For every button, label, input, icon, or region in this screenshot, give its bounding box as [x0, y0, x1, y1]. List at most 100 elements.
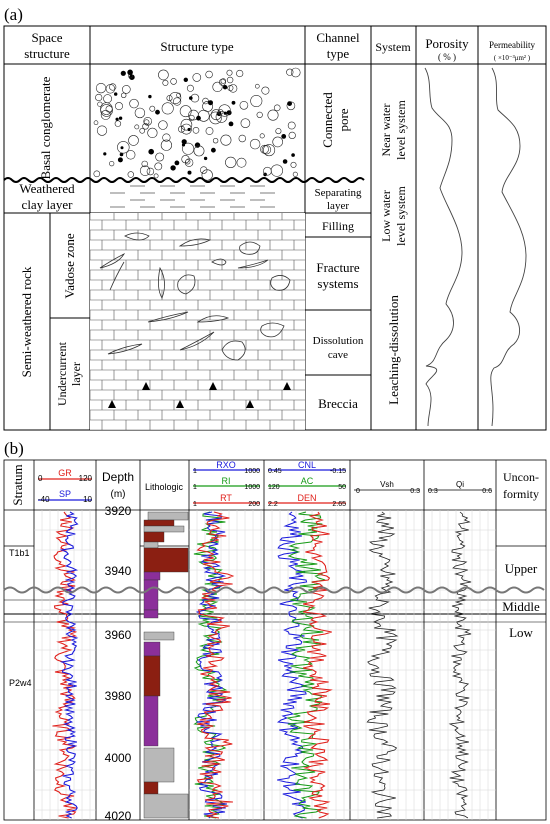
- vsh-max: 0.3: [410, 488, 420, 495]
- grain: [155, 109, 160, 115]
- pebble: [218, 78, 226, 86]
- rt-curve: [196, 511, 235, 819]
- grain: [115, 117, 119, 121]
- rt-label: RT: [220, 493, 232, 503]
- pebble: [270, 164, 284, 177]
- pebble: [205, 127, 214, 135]
- pebble: [147, 127, 158, 138]
- qi-label: Qi: [456, 480, 464, 489]
- rxo-max: 1000: [244, 468, 260, 475]
- channel-dissolution-2: cave: [328, 349, 348, 361]
- pebble: [184, 158, 194, 167]
- pebble: [197, 109, 210, 122]
- depth-tick-4020: 4020: [105, 809, 132, 823]
- qi-max: 0.6: [482, 488, 492, 495]
- grain: [228, 121, 234, 127]
- lithology-block: [143, 525, 185, 533]
- pebble: [178, 125, 185, 133]
- rt-max: 200: [248, 501, 260, 508]
- pebble: [95, 82, 107, 94]
- pebble: [117, 141, 130, 154]
- pebble: [220, 134, 232, 146]
- grain: [187, 170, 192, 175]
- zone-low: Low: [509, 625, 533, 640]
- pebble: [166, 95, 173, 102]
- channel-fracture-2: systems: [317, 276, 358, 291]
- system-near-water-1: Near water: [379, 104, 393, 157]
- grain: [203, 156, 208, 161]
- channel-connected-1: Connected: [320, 92, 335, 148]
- den-curve: [302, 511, 333, 819]
- breccia-triangle: [246, 400, 254, 408]
- grain: [114, 92, 118, 96]
- unconformity-wave-b: [3, 586, 545, 594]
- pebble: [182, 142, 195, 155]
- pebble: [97, 101, 103, 107]
- pebble: [139, 128, 145, 134]
- header-porosity-unit: ( % ): [438, 52, 456, 62]
- pebble: [103, 94, 112, 104]
- rxo-min: 1: [193, 468, 197, 475]
- pebble: [259, 133, 265, 139]
- pebble: [236, 69, 244, 78]
- panel-b-label: (b): [4, 439, 24, 458]
- pebble: [143, 119, 150, 125]
- pebble: [192, 73, 202, 82]
- pebble: [273, 104, 281, 112]
- panel-b-frame: [3, 459, 547, 821]
- pebble: [154, 162, 163, 171]
- lithology-block: [143, 747, 175, 783]
- gr-min: 0: [38, 474, 43, 483]
- pebble: [249, 138, 261, 150]
- breccia-triangle: [108, 400, 116, 408]
- grain: [231, 100, 236, 105]
- pebble: [158, 69, 169, 81]
- grain: [189, 96, 193, 100]
- pebble: [202, 97, 209, 105]
- den-max: 2.65: [332, 501, 346, 508]
- pebble: [254, 83, 260, 89]
- stratum-p2w4: P2w4: [9, 678, 32, 688]
- pebble: [146, 167, 155, 176]
- grain: [282, 159, 288, 164]
- header-space-structure-1: Space: [31, 30, 62, 45]
- cnl-max: -0.15: [330, 468, 346, 475]
- header-system: System: [375, 40, 411, 54]
- grain: [281, 134, 287, 139]
- row-semi-weathered-rock: Semi-weathered rock: [19, 266, 34, 377]
- pebble: [188, 109, 199, 121]
- pebble: [95, 93, 103, 102]
- cnl-curve: [276, 511, 308, 819]
- pebble: [96, 125, 108, 136]
- pebble: [162, 133, 171, 142]
- pebble: [93, 170, 101, 178]
- grain: [181, 139, 187, 145]
- ac-curve: [286, 511, 326, 819]
- pebble: [226, 69, 233, 76]
- depth-tick-3940: 3940: [105, 564, 132, 578]
- grain: [148, 94, 152, 99]
- pebble: [143, 117, 152, 126]
- pebble: [226, 76, 234, 84]
- pebble: [114, 120, 122, 127]
- clay-layer-pattern: [110, 185, 275, 208]
- pebble: [93, 120, 99, 125]
- pebble: [239, 101, 249, 110]
- header-depth: Depth: [102, 470, 134, 484]
- grain: [183, 77, 188, 83]
- lithology-block: [143, 641, 161, 657]
- pebble: [162, 79, 169, 86]
- pebble: [142, 123, 149, 130]
- ac-min: 120: [268, 484, 280, 491]
- channel-fracture-1: Fracture: [316, 260, 360, 275]
- zone-middle: Middle: [502, 599, 540, 614]
- pebble: [261, 145, 272, 155]
- ri-label: RI: [222, 476, 231, 486]
- depth-ticks: 3920 3940 3960 3980 4000 4020: [105, 504, 132, 823]
- pebble: [170, 78, 177, 85]
- pebble: [212, 138, 219, 144]
- channel-breccia: Breccia: [318, 396, 358, 411]
- rxo-label: RXO: [216, 460, 236, 470]
- sp-label: SP: [59, 489, 71, 499]
